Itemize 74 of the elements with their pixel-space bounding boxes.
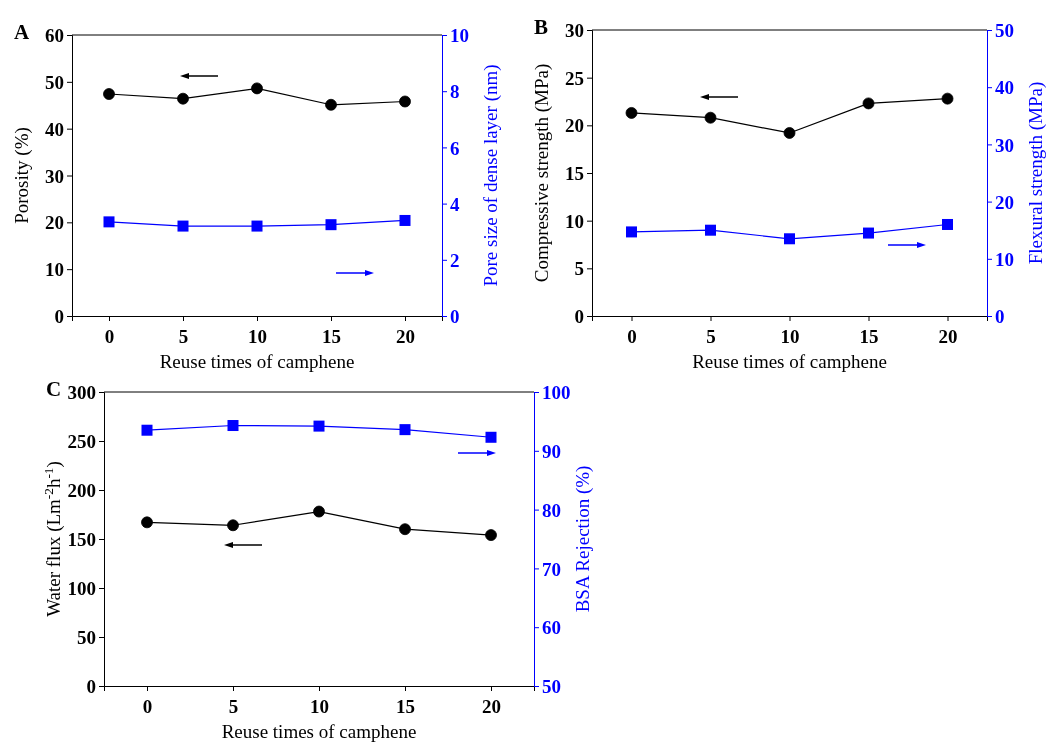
x-tick-label: 0 — [104, 326, 115, 347]
y2-tick-label: 6 — [450, 137, 460, 159]
x-tick-label: 20 — [396, 326, 415, 347]
y-tick-label: 50 — [77, 627, 96, 649]
chart-title: B — [534, 15, 549, 39]
chart-title: A — [14, 20, 30, 44]
point — [485, 529, 497, 541]
y-tick-label: 150 — [67, 529, 96, 551]
y2-axis-title: Flexural strength (MPa) — [1025, 81, 1047, 265]
y-tick-label: 10 — [565, 210, 584, 232]
y-tick-label: 15 — [565, 163, 584, 185]
x-tick-label: 15 — [322, 326, 341, 347]
y2-tick-label: 50 — [542, 676, 561, 698]
x-tick-label: 20 — [482, 696, 501, 717]
y2-tick-label: 70 — [542, 558, 561, 580]
point — [862, 97, 875, 110]
y-tick-label: 100 — [67, 578, 96, 600]
y2-tick-label: 50 — [995, 20, 1014, 42]
x-tick-label: 5 — [178, 326, 189, 347]
point — [783, 127, 796, 139]
x-axis-title: Reuse times of camphene — [159, 351, 355, 372]
x-tick-label: 10 — [780, 326, 800, 347]
y2-axis-title: BSA Rejection (%) — [572, 465, 594, 613]
y2-tick-label: 60 — [542, 617, 561, 639]
y-tick-label: 300 — [67, 382, 96, 404]
x-tick-label: 10 — [248, 326, 267, 347]
x-axis-title: Reuse times of camphene — [221, 721, 417, 742]
y-tick-label: 200 — [67, 480, 96, 502]
y-tick-label: 20 — [45, 212, 64, 234]
point — [141, 516, 153, 529]
x-tick-label: 15 — [396, 696, 415, 717]
y-tick-label: 25 — [565, 67, 584, 89]
point — [625, 107, 638, 119]
x-tick-label: 20 — [938, 326, 958, 347]
y2-tick-label: 30 — [995, 134, 1014, 156]
y2-tick-label: 0 — [995, 306, 1005, 328]
y2-tick-label: 10 — [450, 25, 469, 47]
y-tick-label: 0 — [54, 306, 64, 328]
y2-tick-label: 4 — [450, 193, 460, 215]
y2-tick-label: 80 — [542, 499, 561, 521]
y-tick-label: 30 — [565, 20, 584, 42]
y2-tick-label: 0 — [450, 306, 460, 328]
x-tick-label: 10 — [310, 696, 329, 717]
y2-tick-label: 2 — [450, 249, 460, 271]
x-tick-label: 5 — [706, 326, 716, 347]
y-axis-title: Porosity (%) — [11, 127, 33, 224]
point — [399, 523, 411, 536]
x-tick-label: 5 — [228, 696, 239, 717]
point — [227, 519, 239, 532]
y2-tick-label: 10 — [995, 248, 1014, 270]
y2-tick-label: 20 — [995, 191, 1014, 213]
y-tick-label: 0 — [574, 306, 584, 328]
x-tick-label: 0 — [627, 326, 637, 347]
y-tick-label: 60 — [45, 25, 64, 47]
y-axis-title: Compressive strength (MPa) — [531, 63, 553, 283]
x-axis-title: Reuse times of camphene — [692, 351, 887, 372]
y2-axis-title: Pore size of dense layer (nm) — [480, 64, 502, 287]
y-tick-label: 0 — [86, 676, 96, 698]
y2-tick-label: 8 — [450, 81, 460, 103]
y-tick-label: 50 — [45, 71, 64, 93]
y-tick-label: 30 — [45, 165, 64, 187]
y-tick-label: 20 — [565, 115, 584, 137]
x-tick-label: 15 — [859, 326, 879, 347]
y2-tick-label: 90 — [542, 440, 561, 462]
y-tick-label: 10 — [45, 259, 64, 281]
point — [704, 111, 717, 124]
point — [941, 92, 954, 105]
chart-title: C — [46, 377, 62, 401]
x-tick-label: 0 — [142, 696, 153, 717]
y-tick-label: 5 — [574, 258, 584, 280]
y-tick-label: 250 — [67, 431, 96, 453]
point — [313, 505, 325, 518]
y2-tick-label: 40 — [995, 77, 1014, 99]
y-tick-label: 40 — [45, 118, 64, 140]
